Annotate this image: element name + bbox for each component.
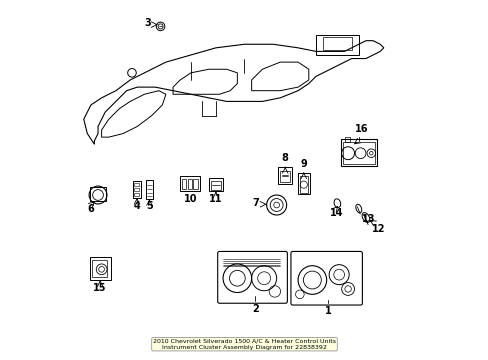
Bar (187, 179, 192, 189)
Text: 2: 2 (251, 304, 258, 314)
Text: 14: 14 (329, 208, 343, 218)
Bar (299, 176, 308, 193)
Bar (133, 181, 141, 198)
Bar (134, 188, 139, 191)
Bar (210, 181, 221, 190)
Bar (193, 179, 197, 189)
Bar (134, 183, 139, 186)
Bar (280, 171, 290, 182)
Text: 7: 7 (251, 198, 258, 208)
Bar (315, 35, 358, 55)
Text: 6: 6 (87, 204, 94, 214)
Bar (182, 179, 186, 189)
Bar (342, 143, 374, 164)
Text: 2010 Chevrolet Silverado 1500 A/C & Heater Control Units
Instrument Cluster Asse: 2010 Chevrolet Silverado 1500 A/C & Heat… (153, 339, 335, 350)
Text: 16: 16 (354, 123, 367, 134)
Text: 12: 12 (372, 224, 385, 234)
Bar (278, 167, 291, 184)
Bar (323, 37, 351, 50)
Bar (145, 180, 153, 199)
Text: 13: 13 (361, 214, 374, 224)
Text: 15: 15 (93, 283, 107, 293)
PathPatch shape (83, 41, 383, 144)
Text: 5: 5 (146, 201, 153, 211)
Text: 4: 4 (133, 201, 140, 211)
Bar (90, 257, 110, 280)
FancyBboxPatch shape (217, 251, 287, 303)
Text: 1: 1 (325, 306, 331, 316)
Text: 8: 8 (281, 153, 288, 163)
Bar (180, 176, 200, 191)
Text: 9: 9 (300, 158, 306, 168)
Bar (134, 193, 139, 196)
Text: 10: 10 (183, 194, 197, 203)
Text: 3: 3 (144, 18, 151, 28)
Bar (340, 139, 376, 166)
Bar (208, 178, 223, 192)
Bar (344, 137, 349, 143)
Bar (92, 260, 107, 277)
Bar (298, 173, 309, 194)
FancyBboxPatch shape (290, 251, 362, 305)
Bar (90, 187, 106, 202)
Text: 11: 11 (209, 194, 222, 203)
